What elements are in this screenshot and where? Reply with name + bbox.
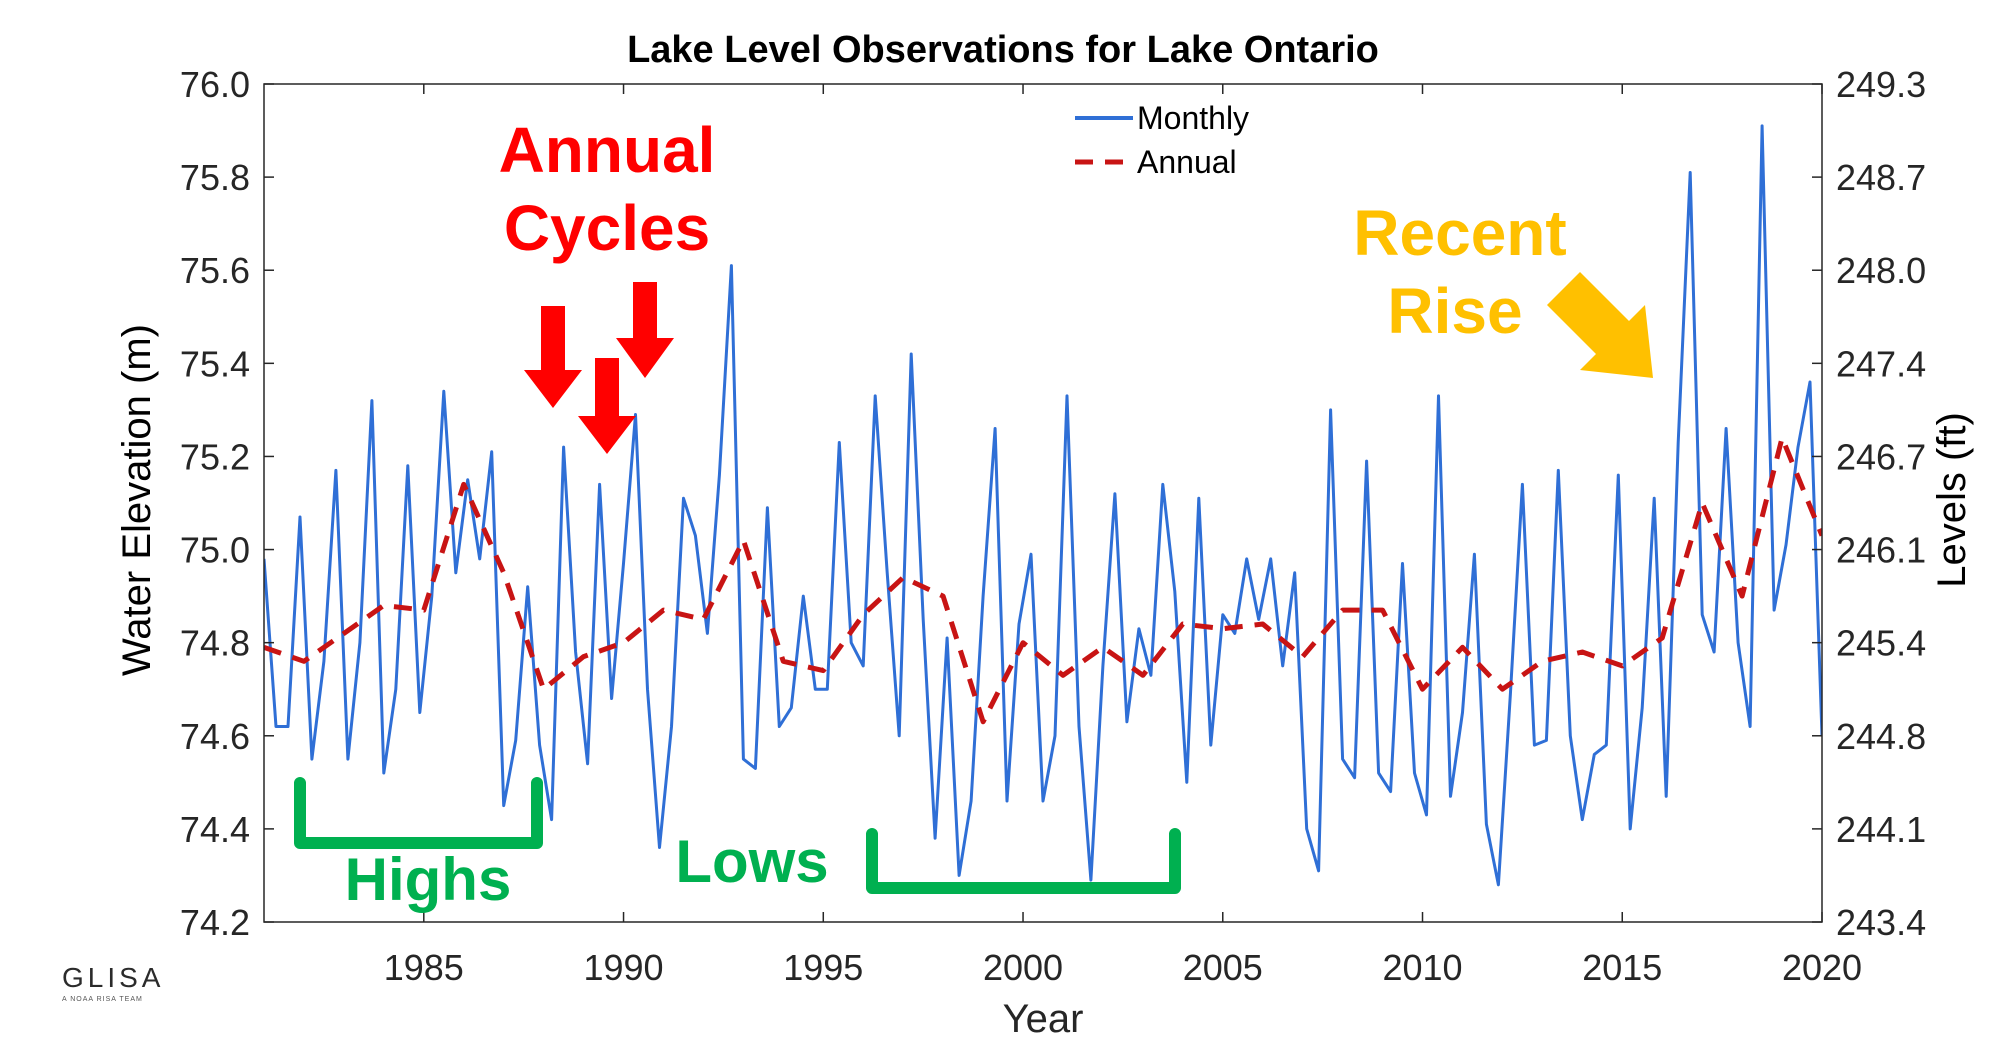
axes-layer [263,83,1823,923]
highs-bracket [294,777,543,849]
y-tick-label: 74.2 [180,902,250,943]
y-tick-label: 75.4 [180,343,250,384]
x-tick-label: 2005 [1183,947,1263,988]
down-arrow-icon [524,306,582,408]
recent-rise-annotation: Recent Rise [1353,197,1653,378]
x-tick-label: 1985 [384,947,464,988]
y2-tick-label: 245.4 [1836,623,1926,664]
lows-annotation: Lows [675,828,1181,895]
annotation-cycles: Cycles [504,192,710,264]
series-layer [264,124,1822,887]
x-tick-label: 2000 [983,947,1063,988]
annotation-highs: Highs [345,846,512,913]
annotation-annual: Annual [499,114,716,186]
plot-frame [263,83,1823,923]
lows-bracket [866,828,1181,894]
y-tick-label: 74.6 [180,716,250,757]
series-line-annual [264,435,1822,725]
y2-tick-label: 248.7 [1836,157,1926,198]
annotation-recent: Recent [1353,197,1566,269]
legend: Monthly Annual [1075,100,1249,180]
x-tick-label: 2010 [1382,947,1462,988]
annotation-rise: Rise [1387,275,1522,347]
y2-tick-label: 249.3 [1836,64,1926,105]
y2-tick-label: 243.4 [1836,902,1926,943]
y-tick-label: 75.2 [180,436,250,477]
legend-monthly-label: Monthly [1137,100,1249,136]
logo-tagline: A NOAA RISA TEAM [62,996,143,1003]
y-tick-label: 75.0 [180,530,250,571]
y2-tick-label: 244.8 [1836,716,1926,757]
highs-annotation: Highs [294,777,543,913]
x-tick-label: 2020 [1782,947,1862,988]
y-tick-label: 75.8 [180,157,250,198]
glisa-logo: GLISA A NOAA RISA TEAM [62,962,192,1012]
x-axis-label: Year [1003,997,1084,1041]
y-tick-label: 74.8 [180,623,250,664]
y2-tick-label: 247.4 [1836,343,1926,384]
diagonal-arrow-icon [1547,272,1653,378]
x-tick-label: 2015 [1582,947,1662,988]
y2-axis-label: Levels (ft) [1930,412,1974,588]
y2-tick-label: 244.1 [1836,809,1926,850]
y2-tick-label: 248.0 [1836,250,1926,291]
y2-tick-label: 246.1 [1836,530,1926,571]
y-tick-label: 75.6 [180,250,250,291]
down-arrow-icon [578,358,636,454]
x-tick-label: 1995 [783,947,863,988]
legend-annual-label: Annual [1137,144,1237,180]
annual-cycles-annotation: Annual Cycles [499,114,716,454]
y2-tick-label: 246.7 [1836,436,1926,477]
y-tick-label: 74.4 [180,809,250,850]
y-tick-label: 76.0 [180,64,250,105]
ticks-layer: 74.2 74.4 74.6 74.8 75.0 75.2 75.4 75.6 75.8 76.0… [180,64,1926,988]
annotation-lows: Lows [675,828,828,895]
series-line-monthly [264,124,1822,887]
y-axis-label: Water Elevation (m) [115,324,159,676]
chart-title: Lake Level Observations for Lake Ontario [627,29,1379,71]
down-arrow-icon [616,282,674,378]
logo-name: GLISA [62,962,165,993]
x-tick-label: 1990 [583,947,663,988]
